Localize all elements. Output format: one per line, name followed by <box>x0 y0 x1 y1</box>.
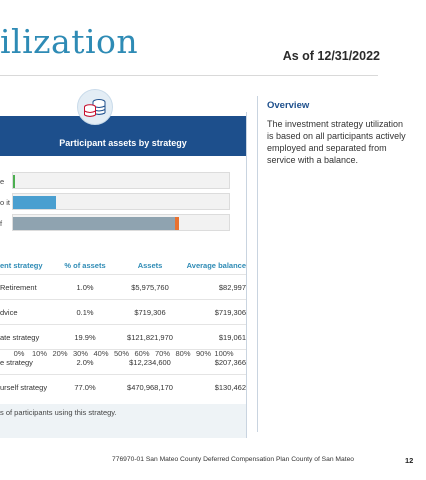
table-header-row: ent strategy % of assets Assets Average … <box>0 256 246 275</box>
category-label: o it <box>0 198 11 207</box>
strategy-cell: dvice <box>0 299 55 325</box>
as-of-date: As of 12/31/2022 <box>282 49 380 63</box>
bar <box>13 175 16 188</box>
percent-cell: 2.0% <box>55 349 115 375</box>
assets-cell: $5,975,760 <box>115 274 185 300</box>
bar-segment <box>175 217 180 230</box>
bar <box>13 196 57 209</box>
page-title: ilization <box>0 22 139 61</box>
bar-track <box>12 193 230 210</box>
footnote-box: s of participants using this strategy. <box>0 404 246 438</box>
coins-stack-icon <box>77 89 113 125</box>
category-label: e <box>0 177 5 186</box>
overview-heading: Overview <box>267 100 310 111</box>
strategy-cell: ate strategy <box>0 324 55 350</box>
strategy-panel: Participant assets by strategy e o it f … <box>0 112 247 438</box>
strategy-cell: Retirement <box>0 274 55 300</box>
percent-cell: 1.0% <box>55 274 115 300</box>
col-header: Average balance <box>186 260 246 270</box>
page-number: 12 <box>405 456 414 465</box>
col-header: Assets <box>137 260 163 270</box>
table-row: ate strategy 19.9% $121,821,970 $19,061 <box>0 324 246 350</box>
percent-cell: 0.1% <box>55 299 115 325</box>
balance-cell: $207,366 <box>185 349 246 375</box>
column-divider <box>257 96 258 432</box>
strategy-table: ent strategy % of assets Assets Average … <box>0 256 246 399</box>
percent-cell: 19.9% <box>55 324 115 350</box>
assets-cell: $12,234,600 <box>115 349 185 375</box>
assets-cell: $719,306 <box>115 299 185 325</box>
col-header: % of assets <box>64 260 106 270</box>
overview-text: The investment strategy utilization is b… <box>267 119 406 165</box>
footer-text: 776970-01 San Mateo County Deferred Comp… <box>112 456 355 463</box>
table-row: Retirement 1.0% $5,975,760 $82,997 <box>0 274 246 300</box>
table-row: e strategy 2.0% $12,234,600 $207,366 <box>0 349 246 375</box>
assets-cell: $121,821,970 <box>115 324 185 350</box>
balance-cell: $719,306 <box>185 299 246 325</box>
balance-cell: $82,997 <box>185 274 246 300</box>
strategy-cell: e strategy <box>0 349 55 375</box>
category-label: f <box>0 219 3 228</box>
panel-header: Participant assets by strategy <box>0 116 246 156</box>
bar <box>13 217 175 230</box>
bar-track <box>12 172 230 189</box>
table-row: dvice 0.1% $719,306 $719,306 <box>0 299 246 325</box>
balance-cell: $130,462 <box>185 374 246 399</box>
percent-cell: 77.0% <box>55 374 115 399</box>
panel-title: Participant assets by strategy <box>59 138 187 148</box>
col-header: ent strategy <box>0 260 43 270</box>
strategy-cell: urself strategy <box>0 374 55 399</box>
bar-track <box>12 214 230 231</box>
assets-cell: $470,968,170 <box>115 374 185 399</box>
balance-cell: $19,061 <box>185 324 246 350</box>
header-divider <box>0 75 378 76</box>
table-row: urself strategy 77.0% $470,968,170 $130,… <box>0 374 246 399</box>
footnote-text: s of participants using this strategy. <box>0 408 117 417</box>
